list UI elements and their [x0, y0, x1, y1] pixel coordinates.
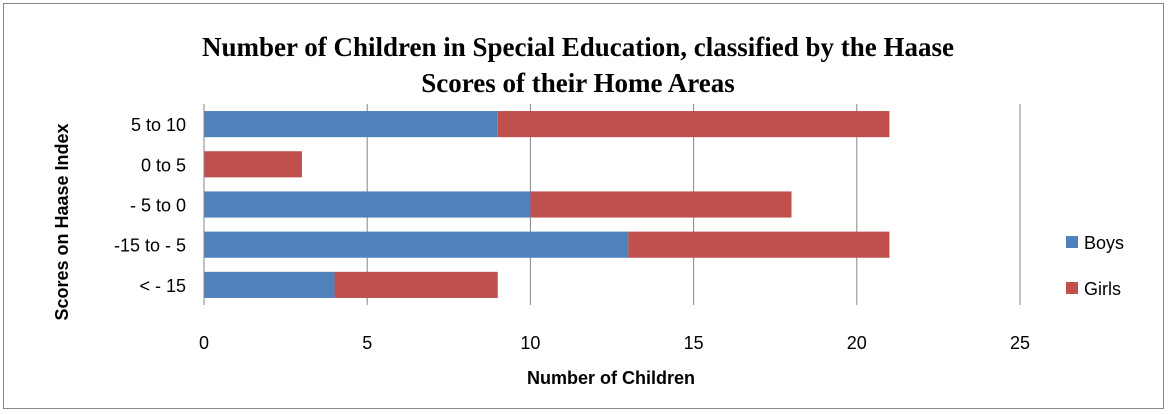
x-tick-label-10: 10 [520, 333, 540, 353]
legend-swatch-girls [1066, 282, 1078, 294]
legend-label-girls: Girls [1084, 279, 1121, 299]
x-tick-labels: 0 5 10 15 20 25 [199, 333, 1030, 353]
y-tick-label-3: -15 to - 5 [114, 236, 186, 256]
bar-boys-4 [204, 271, 335, 298]
y-tick-label-4: < - 15 [139, 276, 186, 296]
bar-boys-0 [204, 111, 498, 138]
y-tick-labels: 5 to 10 0 to 5 - 5 to 0 -15 to - 5 < - 15 [114, 115, 186, 296]
x-tick-label-5: 5 [362, 333, 372, 353]
bar-girls-2 [530, 191, 792, 218]
y-tick-label-0: 5 to 10 [131, 115, 186, 135]
x-tick-label-15: 15 [684, 333, 704, 353]
chart-title: Number of Children in Special Education,… [202, 32, 954, 98]
bar-girls-4 [334, 271, 498, 298]
bar-girls-1 [204, 151, 302, 178]
bar-girls-0 [497, 111, 890, 138]
bar-girls-3 [628, 231, 890, 258]
x-tick-label-20: 20 [847, 333, 867, 353]
y-tick-label-2: - 5 to 0 [130, 196, 186, 216]
x-tick-label-0: 0 [199, 333, 209, 353]
x-tick-label-25: 25 [1010, 333, 1030, 353]
bar-boys-3 [204, 231, 629, 258]
chart-title-line-1: Number of Children in Special Education,… [202, 32, 954, 62]
chart-title-line-2: Scores of their Home Areas [421, 68, 734, 98]
bar-boys-2 [204, 191, 531, 218]
legend: Boys Girls [1066, 233, 1124, 299]
bars [204, 111, 890, 298]
legend-swatch-boys [1066, 236, 1078, 248]
y-axis-title: Scores on Haase Index [52, 123, 72, 320]
x-axis-title: Number of Children [527, 368, 695, 388]
y-tick-label-1: 0 to 5 [141, 155, 186, 175]
legend-label-boys: Boys [1084, 233, 1124, 253]
